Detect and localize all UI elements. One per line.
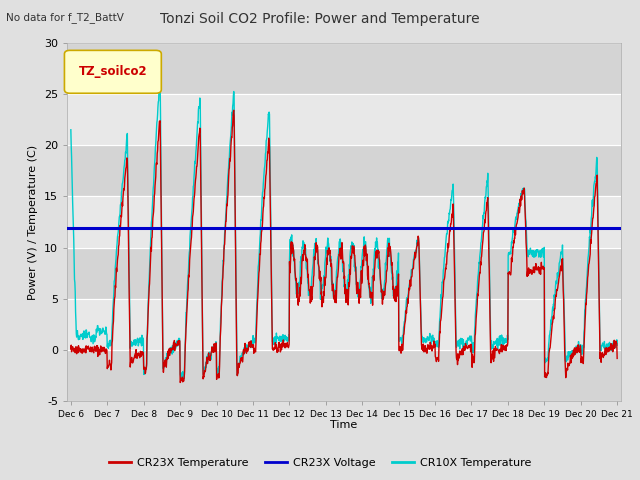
Bar bbox=[67, 196, 621, 248]
Bar bbox=[67, 350, 621, 401]
Bar bbox=[67, 43, 621, 94]
Bar bbox=[67, 94, 621, 145]
Text: TZ_soilco2: TZ_soilco2 bbox=[79, 65, 147, 78]
Bar bbox=[67, 145, 621, 196]
Y-axis label: Power (V) / Temperature (C): Power (V) / Temperature (C) bbox=[29, 144, 38, 300]
Legend: CR23X Temperature, CR23X Voltage, CR10X Temperature: CR23X Temperature, CR23X Voltage, CR10X … bbox=[104, 453, 536, 472]
FancyBboxPatch shape bbox=[65, 50, 161, 93]
X-axis label: Time: Time bbox=[330, 420, 358, 430]
Bar bbox=[67, 299, 621, 350]
Text: Tonzi Soil CO2 Profile: Power and Temperature: Tonzi Soil CO2 Profile: Power and Temper… bbox=[160, 12, 480, 26]
Text: No data for f_T2_BattV: No data for f_T2_BattV bbox=[6, 12, 124, 23]
Bar bbox=[67, 248, 621, 299]
